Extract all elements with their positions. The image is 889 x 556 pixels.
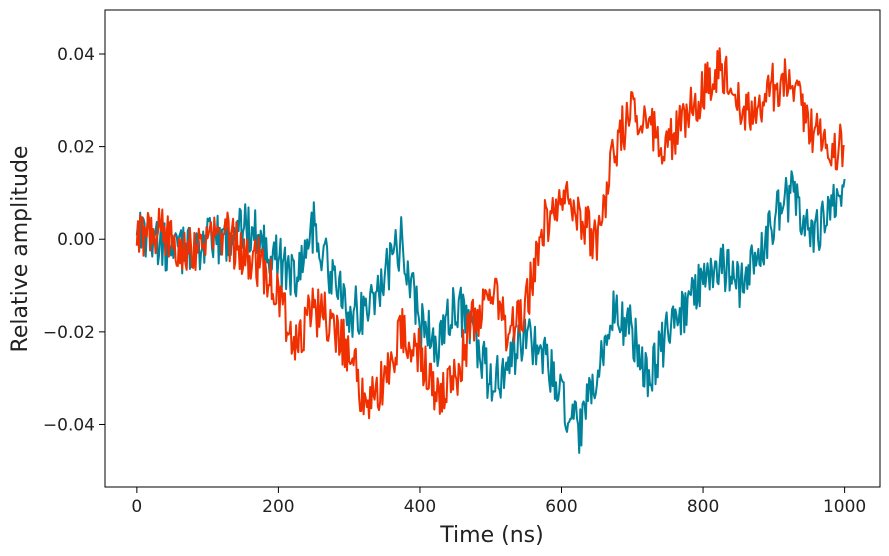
- series-layer: [135, 47, 846, 454]
- x-tick-label: 600: [545, 497, 577, 517]
- y-tick-label: −0.04: [43, 415, 95, 435]
- ticks-layer: 0 200 400 600 800 1000 −0.04 −0.02 0.00 0.02 0.04: [43, 45, 866, 517]
- x-tick-label: 1000: [823, 497, 866, 517]
- series-line-1: [135, 170, 846, 454]
- x-axis-title: Time (ns): [439, 523, 543, 548]
- x-tick-label: 400: [404, 497, 436, 517]
- y-tick-label: −0.02: [43, 323, 95, 343]
- x-tick-label: 200: [262, 497, 294, 517]
- y-tick-label: 0.02: [57, 138, 95, 158]
- series-line-2: [135, 47, 846, 420]
- y-axis-title: Relative amplitude: [8, 146, 33, 353]
- x-tick-label: 0: [131, 497, 142, 517]
- plot-frame: [104, 9, 881, 488]
- x-tick-label: 800: [687, 497, 719, 517]
- y-tick-label: 0.00: [57, 230, 95, 250]
- y-tick-label: 0.04: [57, 45, 95, 65]
